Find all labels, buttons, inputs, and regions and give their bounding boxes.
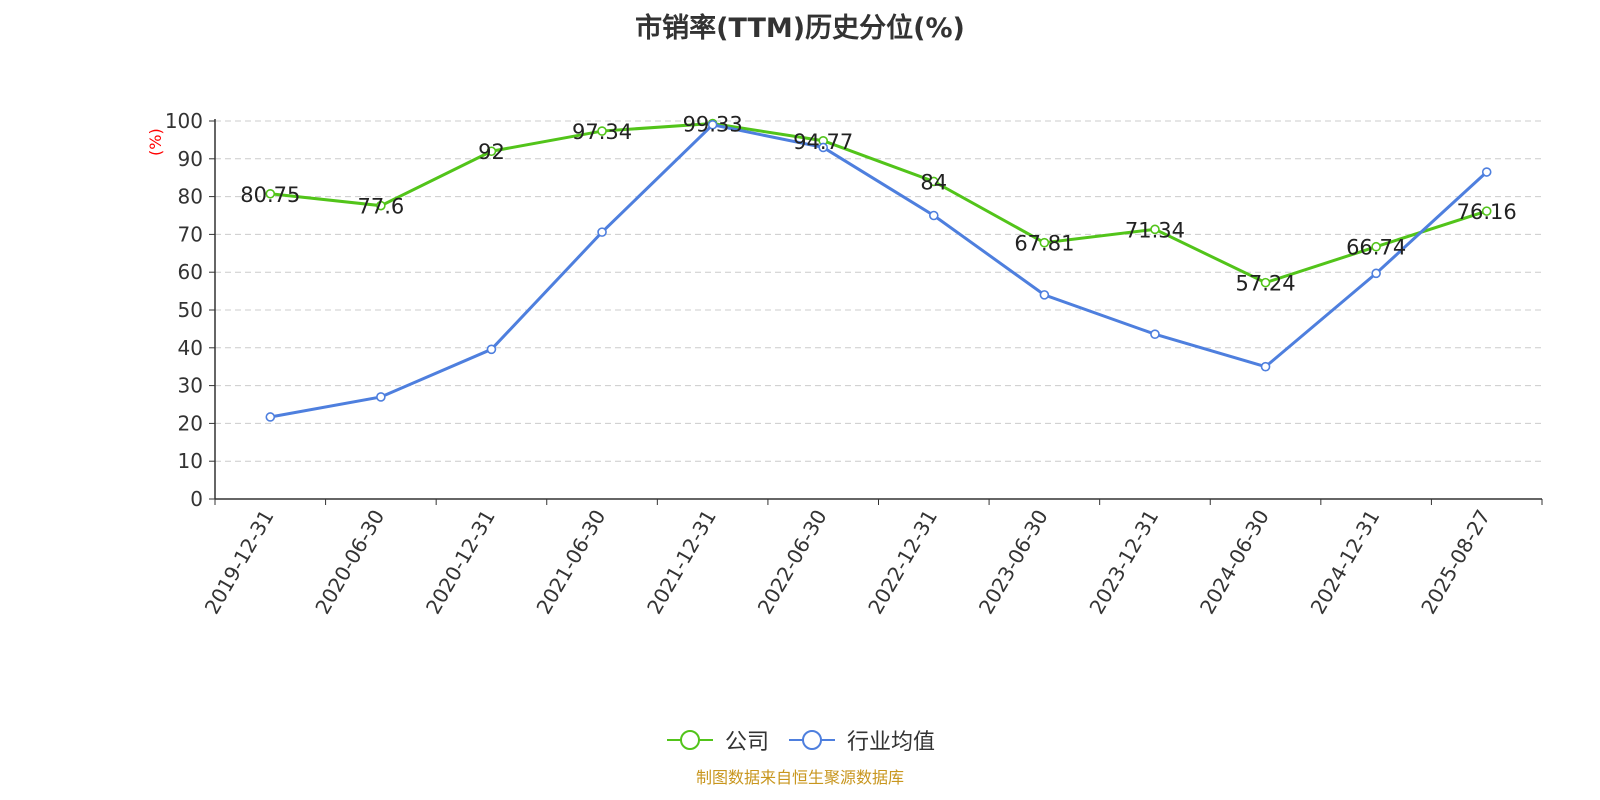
- y-tick-label: 20: [178, 411, 203, 435]
- y-tick-label: 100: [165, 109, 203, 133]
- x-tick-label: 2022-06-30: [753, 506, 832, 619]
- data-point: [1150, 224, 1160, 235]
- data-label: 67.81: [1014, 232, 1074, 256]
- legend-line-circle-icon: [666, 730, 713, 750]
- series-line-0: [270, 122, 1488, 285]
- data-label: 99.33: [683, 113, 743, 137]
- series-line-1: [270, 123, 1488, 419]
- legend: 公司 行业均值: [0, 724, 1600, 756]
- x-tick-label: 2022-12-31: [863, 506, 942, 619]
- data-point: [1371, 241, 1381, 252]
- y-tick-label: 0: [190, 487, 203, 511]
- x-tick-label: 2021-12-31: [642, 506, 721, 619]
- data-point: [1371, 268, 1381, 279]
- data-point: [818, 142, 829, 153]
- data-point: [707, 119, 718, 130]
- data-label: 92: [478, 140, 505, 164]
- data-source-note: 制图数据来自恒生聚源数据库: [695, 768, 904, 787]
- data-point: [265, 188, 276, 199]
- y-tick-label: 30: [178, 374, 203, 398]
- data-label: 84: [920, 170, 947, 194]
- y-tick-label: 70: [178, 222, 203, 246]
- data-point: [1260, 277, 1271, 288]
- data-point: [1260, 361, 1271, 372]
- y-tick-label: 90: [178, 147, 203, 171]
- x-tick-label: 2019-12-31: [200, 506, 279, 619]
- data-point: [1039, 290, 1050, 300]
- data-label: 80.75: [240, 183, 300, 207]
- chart-title: 市销率(TTM)历史分位(%): [635, 13, 965, 44]
- data-point: [486, 146, 497, 157]
- line-chart: 0 10 20 30 40 50 60 70 80 90 100 2019-12-31 2020-06-…: [165, 109, 1543, 619]
- y-tick-label: 40: [178, 336, 203, 360]
- data-label: 77.6: [357, 195, 404, 219]
- data-point: [1481, 206, 1492, 216]
- data-point: [928, 176, 939, 187]
- data-point: [597, 227, 607, 237]
- data-label: 97.34: [572, 120, 632, 144]
- data-point: [376, 200, 386, 211]
- data-label: 71.34: [1125, 218, 1185, 242]
- data-label: 66.74: [1346, 236, 1406, 260]
- x-tick-label: 2020-12-31: [421, 506, 500, 619]
- x-tick-label: 2023-06-30: [974, 506, 1053, 619]
- x-tick-label: 2020-06-30: [310, 506, 389, 619]
- data-point: [1039, 237, 1050, 248]
- data-label: 76.16: [1457, 200, 1517, 224]
- legend-label: 公司: [724, 730, 769, 755]
- legend-item-company[interactable]: 公司: [665, 724, 769, 756]
- data-label: 94.77: [793, 130, 853, 154]
- x-tick-label: 2024-12-31: [1306, 506, 1385, 619]
- data-point: [265, 412, 276, 422]
- x-tick-label: 2025-08-27: [1416, 506, 1495, 619]
- legend-label: 行业均值: [847, 730, 936, 755]
- x-tick-label: 2024-06-30: [1195, 506, 1274, 619]
- data-point: [486, 344, 497, 355]
- legend-item-industry-average[interactable]: 行业均值: [787, 724, 935, 756]
- data-point: [597, 126, 607, 136]
- data-point: [1150, 329, 1160, 339]
- data-point: [1481, 167, 1492, 177]
- legend-line-circle-icon: [789, 730, 835, 750]
- data-point: [928, 210, 939, 221]
- y-tick-label: 80: [178, 185, 203, 209]
- y-tick-label: 60: [178, 260, 203, 284]
- x-tick-label: 2023-12-31: [1084, 506, 1163, 619]
- y-tick-label: 50: [178, 298, 203, 322]
- y-tick-label: 10: [178, 449, 203, 473]
- data-point: [376, 392, 386, 402]
- x-tick-label: 2021-06-30: [531, 506, 610, 619]
- data-label: 57.24: [1235, 272, 1295, 296]
